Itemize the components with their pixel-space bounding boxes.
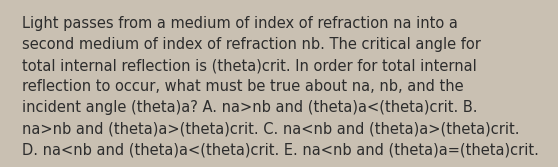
Text: Light passes from a medium of index of refraction na into a
second medium of ind: Light passes from a medium of index of r…	[22, 16, 539, 157]
